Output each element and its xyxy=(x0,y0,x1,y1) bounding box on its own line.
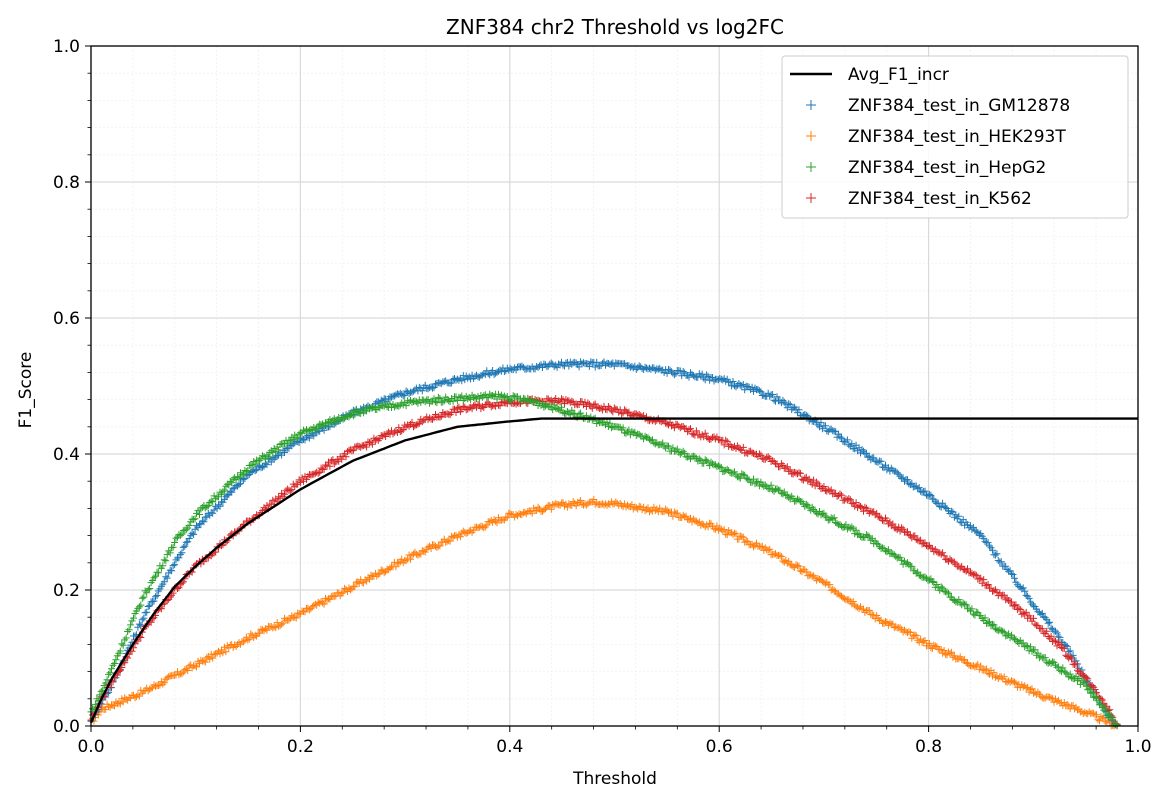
legend-marker-swatch xyxy=(806,131,816,141)
legend-item: Avg_F1_incr xyxy=(790,65,949,85)
legend-label: Avg_F1_incr xyxy=(848,65,949,85)
x-tick-label: 0.0 xyxy=(77,737,104,757)
axis-ticks: 0.0 0.2 0.4 0.6 0.8 1.0 0.0 0.2 0.4 0.6 0.8 1.0 xyxy=(53,37,1152,757)
chart-title: ZNF384 chr2 Threshold vs log2FC xyxy=(446,15,784,39)
legend-item: ZNF384_test_in_GM12878 xyxy=(806,96,1070,116)
x-tick-label: 1.0 xyxy=(1124,737,1151,757)
x-tick-label: 0.6 xyxy=(706,737,733,757)
x-axis-label: Threshold xyxy=(572,769,657,789)
legend-item: ZNF384_test_in_K562 xyxy=(806,189,1032,209)
series-path xyxy=(89,417,1138,724)
legend-item: ZNF384_test_in_HepG2 xyxy=(806,158,1046,178)
y-tick-label: 1.0 xyxy=(53,37,80,57)
plot-frame xyxy=(90,45,1139,727)
legend-label: ZNF384_test_in_HepG2 xyxy=(848,158,1046,178)
y-axis-label: F1_Score xyxy=(16,352,36,429)
y-tick-label: 0.2 xyxy=(53,581,80,601)
x-tick-label: 0.4 xyxy=(496,737,523,757)
legend-marker-swatch xyxy=(806,162,816,172)
y-tick-label: 0.4 xyxy=(53,445,80,465)
legend-label: ZNF384_test_in_HEK293T xyxy=(848,127,1066,147)
x-tick-label: 0.8 xyxy=(915,737,942,757)
x-tick-label: 0.2 xyxy=(287,737,314,757)
legend-box xyxy=(781,55,1129,219)
y-tick-label: 0.6 xyxy=(53,309,80,329)
y-tick-label: 0.8 xyxy=(53,173,80,193)
legend-label: ZNF384_test_in_K562 xyxy=(848,189,1032,209)
y-tick-label: 0.0 xyxy=(53,717,80,737)
legend: Avg_F1_incr ZNF384_test_in_GM12878 ZNF384_… xyxy=(781,55,1129,219)
series-line-Avg_F1_incr xyxy=(89,417,1138,724)
legend-label: ZNF384_test_in_GM12878 xyxy=(848,96,1070,116)
legend-marker-swatch xyxy=(806,193,816,203)
legend-marker-swatch xyxy=(806,100,816,110)
legend-item: ZNF384_test_in_HEK293T xyxy=(806,127,1066,147)
